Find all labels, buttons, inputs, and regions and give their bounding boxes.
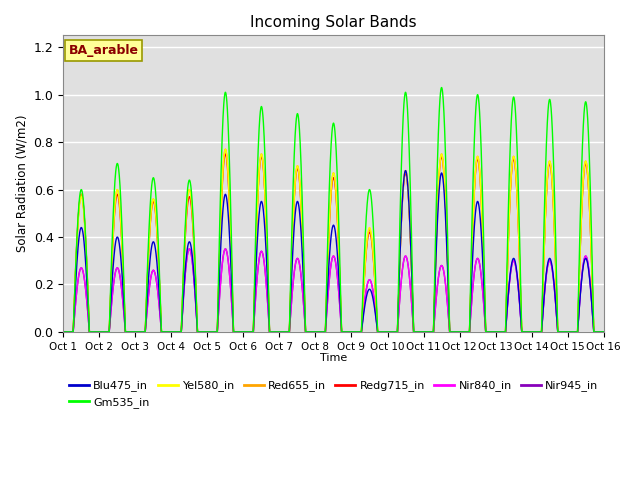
Yel580_in xyxy=(319,329,327,335)
Redg715_in xyxy=(600,329,607,335)
Line: Redg715_in: Redg715_in xyxy=(63,154,604,332)
Yel580_in xyxy=(60,329,67,335)
Nir840_in xyxy=(575,303,583,309)
Redg715_in xyxy=(167,329,175,335)
Text: BA_arable: BA_arable xyxy=(68,44,139,57)
Nir840_in xyxy=(60,329,67,335)
Nir840_in xyxy=(275,329,282,335)
Red655_in xyxy=(319,329,327,335)
Yel580_in xyxy=(387,329,395,335)
Redg715_in xyxy=(575,271,583,277)
Redg715_in xyxy=(387,329,395,335)
Gm535_in xyxy=(575,251,583,256)
Gm535_in xyxy=(60,329,67,335)
Redg715_in xyxy=(221,151,229,157)
Blu475_in xyxy=(600,329,607,335)
Line: Gm535_in: Gm535_in xyxy=(63,87,604,332)
Nir945_in xyxy=(186,246,193,252)
Blu475_in xyxy=(387,329,395,335)
Nir945_in xyxy=(239,329,246,335)
Gm535_in xyxy=(600,329,607,335)
Legend: Blu475_in, Gm535_in, Yel580_in, Red655_in, Redg715_in, Nir840_in, Nir945_in: Blu475_in, Gm535_in, Yel580_in, Red655_i… xyxy=(64,376,603,412)
Red655_in xyxy=(275,329,282,335)
Gm535_in xyxy=(438,84,445,90)
Red655_in xyxy=(387,329,395,335)
X-axis label: Time: Time xyxy=(320,353,347,363)
Redg715_in xyxy=(239,329,246,335)
Yel580_in xyxy=(275,329,282,335)
Blu475_in xyxy=(319,329,326,335)
Blu475_in xyxy=(167,329,175,335)
Yel580_in xyxy=(575,271,583,276)
Nir945_in xyxy=(319,329,327,335)
Nir840_in xyxy=(239,329,246,335)
Nir840_in xyxy=(167,329,175,335)
Red655_in xyxy=(239,329,246,335)
Nir840_in xyxy=(319,329,327,335)
Line: Red655_in: Red655_in xyxy=(63,149,604,332)
Yel580_in xyxy=(239,329,246,335)
Yel580_in xyxy=(600,329,607,335)
Redg715_in xyxy=(319,329,327,335)
Red655_in xyxy=(575,271,583,276)
Red655_in xyxy=(167,329,175,335)
Line: Nir840_in: Nir840_in xyxy=(63,249,604,332)
Blu475_in xyxy=(275,329,282,335)
Nir840_in xyxy=(600,329,607,335)
Nir840_in xyxy=(186,246,193,252)
Title: Incoming Solar Bands: Incoming Solar Bands xyxy=(250,15,417,30)
Nir840_in xyxy=(387,329,395,335)
Gm535_in xyxy=(275,329,282,335)
Redg715_in xyxy=(60,329,67,335)
Y-axis label: Solar Radiation (W/m2): Solar Radiation (W/m2) xyxy=(15,115,28,252)
Blu475_in xyxy=(60,329,67,335)
Gm535_in xyxy=(239,329,246,335)
Gm535_in xyxy=(167,329,175,335)
Gm535_in xyxy=(387,329,395,335)
Redg715_in xyxy=(275,329,282,335)
Blu475_in xyxy=(402,168,410,173)
Nir945_in xyxy=(387,329,395,335)
Line: Yel580_in: Yel580_in xyxy=(63,149,604,332)
Line: Blu475_in: Blu475_in xyxy=(63,170,604,332)
Yel580_in xyxy=(167,329,175,335)
Nir945_in xyxy=(575,303,583,309)
Red655_in xyxy=(221,146,229,152)
Red655_in xyxy=(600,329,607,335)
Blu475_in xyxy=(239,329,246,335)
Nir945_in xyxy=(167,329,175,335)
Nir945_in xyxy=(600,329,607,335)
Red655_in xyxy=(60,329,67,335)
Nir945_in xyxy=(275,329,282,335)
Nir945_in xyxy=(60,329,67,335)
Blu475_in xyxy=(575,304,583,310)
Line: Nir945_in: Nir945_in xyxy=(63,249,604,332)
Gm535_in xyxy=(319,329,326,335)
Yel580_in xyxy=(221,146,229,152)
